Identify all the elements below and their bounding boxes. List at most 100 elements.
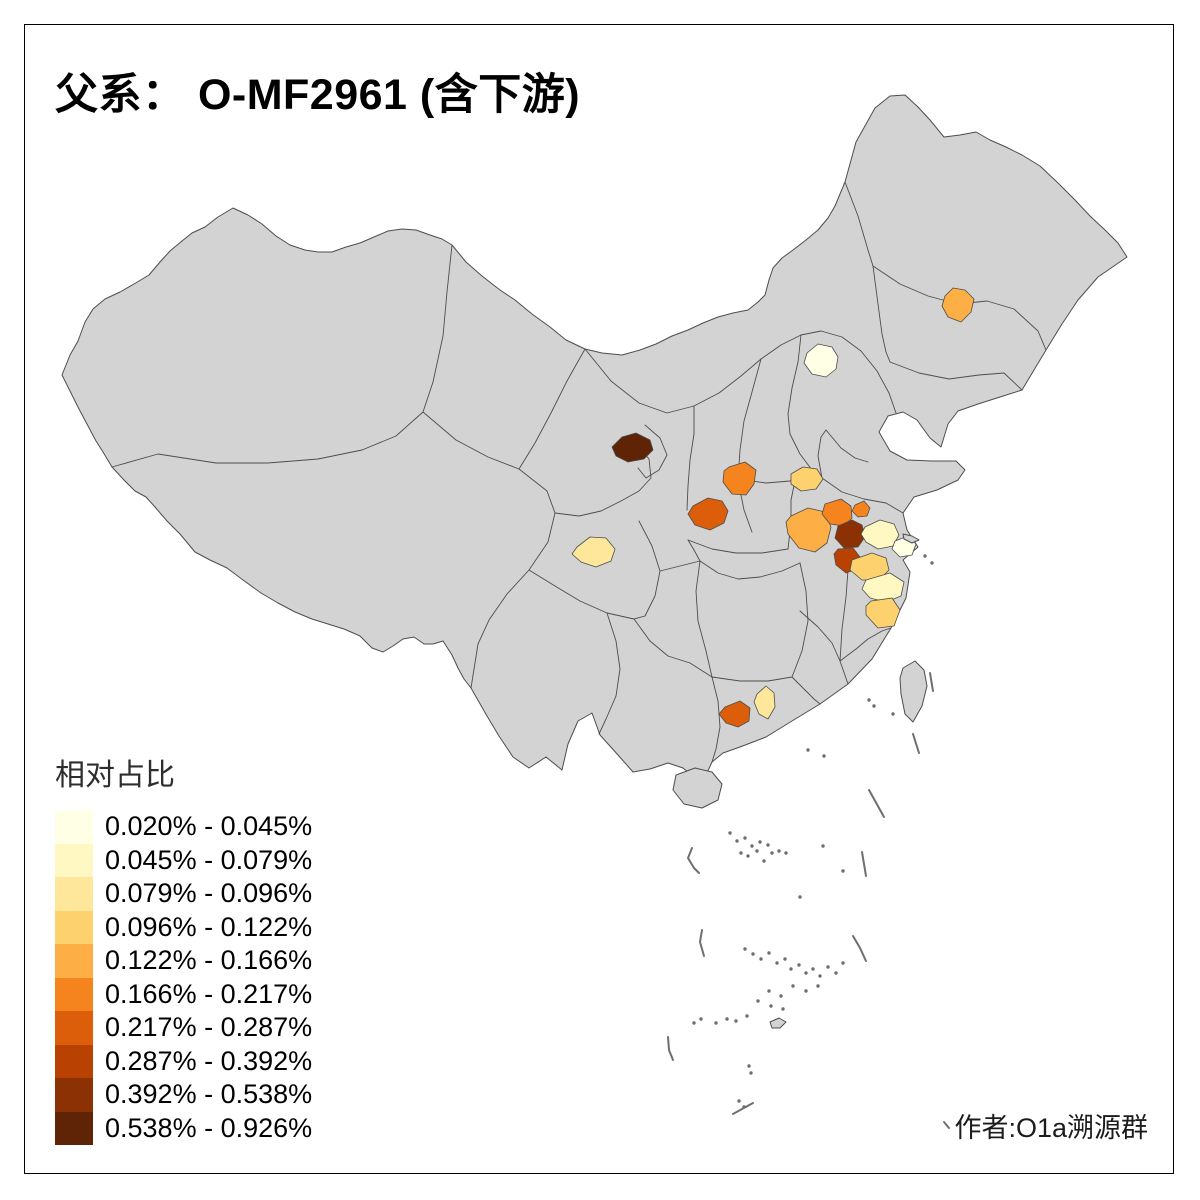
islet-dot (841, 961, 845, 965)
plot-title: 父系： O-MF2961 (含下游) (55, 71, 581, 119)
region-gansu-lanzhou-area (611, 432, 654, 463)
legend-swatch-8 (55, 1044, 93, 1078)
islet-dot (779, 994, 783, 998)
legend-label: 0.122% - 0.166% (105, 945, 313, 976)
mainland-landmass (61, 94, 1128, 791)
islet-dot (789, 967, 793, 971)
islet-dot (791, 984, 795, 988)
plot-frame (24, 24, 1174, 1174)
islet-dot (742, 1105, 746, 1109)
legend-row: 0.538% - 0.926% (55, 1111, 313, 1145)
legend-label: 0.020% - 0.045% (105, 811, 313, 842)
legend-swatch-10 (55, 1111, 93, 1145)
islet-dot (867, 698, 871, 702)
islet-dot (777, 849, 781, 853)
islet-dot (826, 965, 830, 969)
region-northeast-harbin-area (941, 287, 975, 323)
islet-dot (822, 754, 826, 758)
islet-dot (784, 851, 788, 855)
legend-entries: 0.020% - 0.045% 0.045% - 0.079% 0.079% - 0… (55, 810, 312, 1145)
islet-dot (841, 869, 845, 873)
province-borders (111, 181, 1047, 763)
highlighted-regions (571, 287, 975, 728)
islet-dot (750, 844, 754, 848)
legend-swatch-4 (55, 910, 93, 944)
islet-dot (872, 704, 876, 708)
islet-dot (743, 836, 747, 840)
region-beijing-area (803, 343, 839, 378)
nine-dash-line (667, 672, 950, 1129)
islet-dot (758, 840, 762, 844)
region-zhejiang-east-ningbo-area (861, 572, 905, 603)
spratly-islet (769, 1017, 787, 1029)
islet-dot (737, 1099, 741, 1103)
islet-dot (770, 851, 774, 855)
legend-label: 0.287% - 0.392% (105, 1045, 313, 1076)
islet-dot (756, 999, 760, 1003)
islet-dot (725, 1017, 729, 1021)
islet-dot (759, 957, 763, 961)
islet-dot (766, 843, 770, 847)
islet-dot (767, 989, 771, 993)
region-guangdong-west-wuzhou-area (718, 700, 751, 728)
region-jiangsu-north-xuzhou-area (790, 466, 824, 492)
legend-row: 0.217% - 0.287% (55, 1011, 312, 1045)
region-sichuan-chengdu-area (571, 536, 616, 568)
legend-row: 0.287% - 0.392% (55, 1044, 313, 1078)
legend-swatch-7 (55, 1011, 93, 1045)
legend-label: 0.096% - 0.122% (105, 911, 313, 942)
legend-swatch-2 (55, 843, 93, 877)
region-shanxi-central-area (722, 461, 757, 496)
attribution: 作者:O1a溯源群 (954, 1113, 1148, 1143)
islet-dot (804, 971, 808, 975)
islet-dot (818, 974, 822, 978)
legend-row: 0.122% - 0.166% (55, 944, 312, 978)
legend-swatch-6 (55, 977, 93, 1011)
islet-dot (734, 1019, 738, 1023)
hainan-island (672, 767, 723, 809)
islet-dot (692, 1021, 696, 1025)
islet-dot (781, 1007, 785, 1011)
legend-row: 0.020% - 0.045% (55, 810, 312, 844)
islet-dot (816, 984, 820, 988)
region-hubei-east-anhui-west-area (785, 507, 832, 553)
islet-dot (728, 831, 732, 835)
islet-dot (775, 961, 779, 965)
islet-dot (762, 859, 766, 863)
region-zhejiang-south-taizhou-area (865, 597, 901, 629)
legend-row: 0.079% - 0.096% (55, 877, 312, 911)
south-china-sea-islets (692, 554, 934, 1109)
islet-dot (745, 1014, 749, 1018)
region-anhui-northeast-small-area (851, 500, 871, 518)
islet-dot (821, 844, 825, 848)
islet-dot (783, 957, 787, 961)
legend-swatch-9 (55, 1078, 93, 1112)
legend-label: 0.392% - 0.538% (105, 1079, 313, 1110)
islet-dot (806, 748, 810, 752)
islet-dot (811, 967, 815, 971)
islet-dot (751, 952, 755, 956)
legend-row: 0.045% - 0.079% (55, 843, 313, 877)
legend-label: 0.166% - 0.217% (105, 978, 313, 1009)
chongming-island (902, 533, 920, 544)
region-nanjing-area (834, 519, 866, 549)
legend-label: 0.045% - 0.079% (105, 844, 313, 875)
legend: 相对占比 0.020% - 0.045% 0.045% - 0.079% 0.079… (55, 750, 312, 1145)
region-guangdong-qingyuan-area (753, 685, 776, 720)
islet-dot (923, 554, 927, 558)
islet-dot (767, 951, 771, 955)
islet-dot (834, 971, 838, 975)
islet-dot (804, 989, 808, 993)
legend-label: 0.538% - 0.926% (105, 1112, 313, 1143)
islet-dot (714, 1021, 718, 1025)
islet-dot (749, 1071, 753, 1075)
legend-row: 0.096% - 0.122% (55, 910, 313, 944)
taiwan-island (899, 660, 928, 723)
islet-dot (746, 854, 750, 858)
legend-swatch-5 (55, 944, 93, 978)
islet-dot (735, 839, 739, 843)
legend-label: 0.079% - 0.096% (105, 878, 313, 909)
region-henan-zhengzhou-area (687, 497, 729, 531)
